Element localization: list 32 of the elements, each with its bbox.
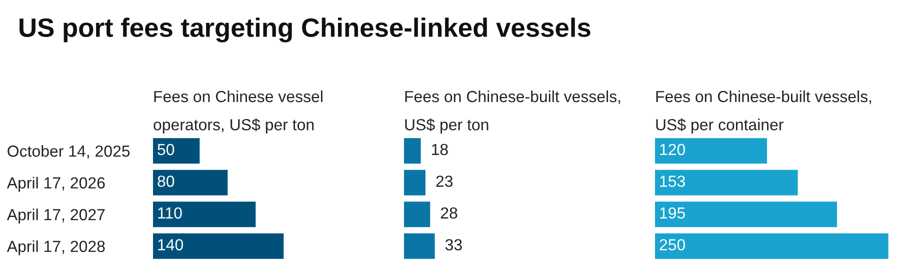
bar (655, 233, 888, 259)
text: Fees on Chinese-built vessels, US$ per ton (405, 90, 620, 134)
chart-title: US port fees targeting Chinese-linked vessels (20, 18, 590, 42)
data-label: 28 (440, 207, 458, 219)
data-label: 140 (158, 239, 184, 250)
bar (153, 170, 228, 196)
bar (153, 233, 284, 259)
bar (655, 138, 767, 164)
data-label: 120 (660, 144, 686, 156)
bar (404, 233, 435, 259)
data-label: 250 (660, 239, 686, 250)
y-tick-label: April 17, 2028 (6, 240, 105, 256)
y-tick-label: April 17, 2027 (6, 208, 105, 224)
bar (404, 138, 421, 164)
data-label: 33 (445, 239, 462, 250)
chart-subtitle: Fees on Chinese vessel operators, US$ per ton (154, 90, 322, 134)
y-tick-label: April 17, 2026 (6, 176, 105, 192)
data-label: 50 (158, 144, 174, 156)
bar (153, 138, 200, 164)
data-label: 80 (158, 176, 174, 187)
bar (404, 202, 430, 228)
bar (655, 202, 837, 228)
data-label: 153 (660, 176, 685, 187)
data-label: 195 (660, 207, 685, 219)
data-label: 23 (436, 176, 453, 187)
data-label: 18 (432, 144, 448, 156)
chart-subtitle: Fees on Chinese-built vessels, US$ per container (656, 90, 872, 134)
data-label: 110 (158, 207, 182, 219)
bar (153, 202, 256, 228)
y-tick-label: October 14, 2025 (8, 145, 130, 159)
bar (404, 170, 426, 196)
bar (655, 170, 798, 196)
